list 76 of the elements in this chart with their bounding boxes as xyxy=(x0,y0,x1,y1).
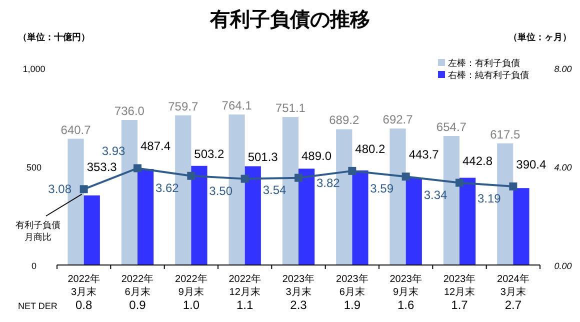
data-label: 3.59 xyxy=(370,182,394,196)
data-label: 654.7 xyxy=(436,120,467,134)
y-tick-label: 1,000 xyxy=(22,64,46,74)
text: 2.7 xyxy=(504,298,522,312)
x-tick-label: 2023年 12月末 xyxy=(443,273,476,298)
text: 有利子負債月商比 xyxy=(16,220,60,242)
data-label: 3.54 xyxy=(262,182,286,197)
y2-tick-label: 4.00 xyxy=(554,162,572,172)
data-label: 640.7 xyxy=(60,122,92,137)
data-label: 3.82 xyxy=(316,176,340,190)
x-tick-label: 2023年 6月末 xyxy=(336,273,368,298)
bar xyxy=(84,195,100,265)
bar xyxy=(138,168,154,265)
data-label: 692.7 xyxy=(382,112,414,127)
y2-tick-label: 0.00 xyxy=(554,261,572,271)
y-tick-label: 500 xyxy=(26,162,42,172)
y2-tick-label: 8.00 xyxy=(554,64,572,74)
y2-axis-title: （単位：ヶ月） xyxy=(508,32,572,42)
x-tick-label: 2023年 9月末 xyxy=(390,273,422,298)
data-label: 390.4 xyxy=(516,157,547,172)
data-label: 489.0 xyxy=(302,148,332,163)
data-label: 3.50 xyxy=(209,184,233,198)
point xyxy=(509,182,518,190)
data-label: 759.7 xyxy=(168,99,198,114)
data-label: 487.4 xyxy=(140,139,171,154)
data-label: 689.2 xyxy=(329,113,360,128)
data-label: 3.08 xyxy=(48,182,72,196)
legend-label: 右棒：純有利子負債 xyxy=(448,70,529,80)
x-tick-label: 2022年 9月末 xyxy=(175,273,208,298)
chart-title: 有利子負債の推移 xyxy=(209,8,370,31)
y-axis-title: （単位：十億円） xyxy=(18,32,90,42)
text: 0.8 xyxy=(75,298,92,312)
bar xyxy=(298,168,315,265)
y-tick-label: 0 xyxy=(31,261,37,271)
data-label: 3.19 xyxy=(477,191,502,206)
data-label: 617.5 xyxy=(490,127,520,142)
legend-label: 左棒：有利子負債 xyxy=(448,58,520,68)
data-label: 736.0 xyxy=(114,104,145,118)
data-label: 480.2 xyxy=(355,142,386,156)
data-label: 3.34 xyxy=(424,188,448,202)
data-label: 764.1 xyxy=(222,98,252,112)
data-label: 503.2 xyxy=(194,146,225,161)
data-label: 3.93 xyxy=(102,144,126,158)
bar xyxy=(406,178,422,265)
point xyxy=(80,185,88,194)
x-tick-label: 2022年 6月末 xyxy=(121,273,154,298)
x-tick-label: 2023年 3月末 xyxy=(282,273,315,298)
data-label: 442.8 xyxy=(462,154,493,168)
bar xyxy=(352,170,368,265)
x-tick-label: 2022年 3月末 xyxy=(68,273,100,298)
point xyxy=(294,174,302,182)
point xyxy=(134,164,142,172)
point xyxy=(348,166,356,175)
point xyxy=(456,178,464,187)
text: 1.6 xyxy=(397,298,414,312)
point xyxy=(187,172,196,180)
text: 1.9 xyxy=(344,298,361,312)
text: 1.0 xyxy=(182,298,200,312)
bar xyxy=(460,178,476,265)
bar xyxy=(513,188,530,265)
x-tick-label: 2022年 12月末 xyxy=(228,273,261,298)
text: NET DER xyxy=(18,301,58,311)
data-label: 353.3 xyxy=(86,160,118,174)
data-label: 501.3 xyxy=(248,150,278,164)
data-label: 443.7 xyxy=(408,148,440,162)
data-label: 751.1 xyxy=(275,101,306,116)
point xyxy=(240,174,249,183)
point xyxy=(402,172,410,181)
x-tick-label: 2024年 3月末 xyxy=(497,273,530,298)
bar xyxy=(191,166,208,265)
text: 2.3 xyxy=(290,298,308,312)
text: 1.7 xyxy=(451,298,468,312)
text: 1.1 xyxy=(236,298,254,312)
data-label: 3.62 xyxy=(155,180,180,195)
bar xyxy=(244,166,261,265)
text: 0.9 xyxy=(129,298,146,312)
